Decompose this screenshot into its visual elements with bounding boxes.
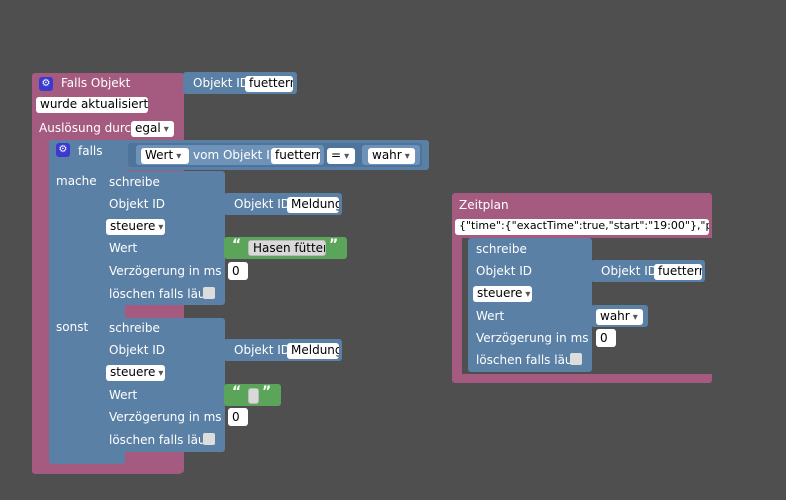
write-block-3[interactable] (468, 238, 592, 372)
write-mode-dropdown[interactable]: steuere (106, 365, 165, 381)
schedule-title: Zeitplan (459, 198, 509, 212)
compare-dropdown[interactable]: wahr (368, 148, 415, 164)
write-clear-label: löschen falls läuft (476, 353, 582, 367)
write-delay-field[interactable]: 0 (228, 408, 248, 426)
write-delay-label: Verzögerung in ms (109, 410, 222, 424)
sonst-label: sonst (56, 320, 89, 334)
write-delay-field[interactable]: 0 (228, 262, 248, 280)
write-clear-checkbox[interactable] (203, 287, 215, 299)
wert-dropdown[interactable]: Wert (141, 148, 189, 164)
text-field[interactable] (248, 388, 259, 404)
write-clear-label: löschen falls läuft (109, 433, 215, 447)
write-objekt-label: Objekt ID (476, 264, 533, 278)
operator-dropdown[interactable]: = (327, 148, 355, 164)
write-label: schreibe (109, 175, 160, 189)
write-wert-label: Wert (476, 309, 505, 323)
mache-label: mache (56, 174, 97, 188)
bool-dropdown[interactable]: wahr (596, 309, 643, 325)
vom-objekt-field[interactable]: fuettern (271, 148, 320, 164)
quote-close-icon: ” (329, 237, 339, 253)
write-mode-dropdown[interactable]: steuere (473, 286, 532, 302)
write-objekt-id-field[interactable]: Meldung (287, 197, 339, 213)
write-clear-checkbox[interactable] (570, 353, 582, 365)
write-clear-checkbox[interactable] (203, 433, 215, 445)
event-block-title: Falls Objekt (61, 76, 131, 90)
if-bottom-bar (49, 452, 125, 464)
quote-open-icon: “ (232, 384, 242, 400)
gear-icon[interactable]: ⚙ (39, 77, 53, 91)
write-block-2[interactable] (101, 318, 225, 452)
objekt-id-label: Objekt ID (193, 76, 250, 90)
write-delay-label: Verzögerung in ms (109, 264, 222, 278)
trigger-dropdown[interactable]: egal (131, 121, 174, 137)
gear-icon[interactable]: ⚙ (56, 143, 70, 157)
objekt-id-field[interactable]: fuettern (245, 76, 293, 92)
event-block-bottom-bar (32, 462, 182, 474)
write-block-1[interactable] (101, 171, 225, 305)
write-delay-label: Verzögerung in ms (476, 331, 589, 345)
write-delay-field[interactable]: 0 (596, 329, 616, 347)
write-objekt-id-label: Objekt ID (234, 343, 291, 357)
write-label: schreibe (476, 242, 527, 256)
write-objekt-label: Objekt ID (109, 197, 166, 211)
write-objekt-id-label: Objekt ID (234, 197, 291, 211)
text-field[interactable]: Hasen füttern (248, 240, 326, 256)
write-wert-label: Wert (109, 388, 138, 402)
write-objekt-label: Objekt ID (109, 343, 166, 357)
trigger-label: Auslösung durch (39, 121, 139, 135)
event-dropdown[interactable]: wurde aktualisiert (36, 97, 148, 113)
quote-open-icon: “ (232, 237, 242, 253)
if-label: falls (78, 144, 103, 158)
write-objekt-id-label: Objekt ID (601, 264, 658, 278)
write-wert-label: Wert (109, 241, 138, 255)
write-label: schreibe (109, 321, 160, 335)
quote-close-icon: ” (262, 384, 272, 400)
schedule-field[interactable]: {"time":{"exactTime":true,"start":"19:00… (455, 219, 709, 235)
vom-objekt-label: vom Objekt ID (193, 148, 279, 162)
write-clear-label: löschen falls läuft (109, 287, 215, 301)
write-mode-dropdown[interactable]: steuere (106, 219, 165, 235)
write-objekt-id-field[interactable]: fuettern (654, 264, 702, 280)
write-objekt-id-field[interactable]: Meldung (287, 343, 339, 359)
